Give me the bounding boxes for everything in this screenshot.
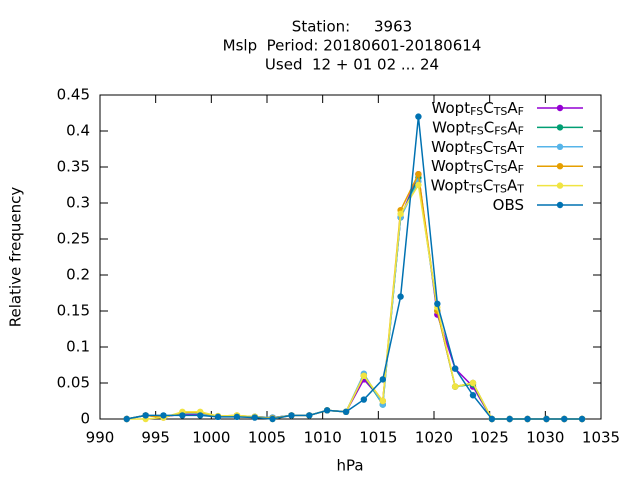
y-axis-label: Relative frequency (7, 187, 25, 328)
y-tick-label: 0.15 (57, 302, 90, 320)
chart-title: Used 12 + 01 02 ... 24 (265, 56, 439, 74)
x-tick-label: 1030 (526, 429, 564, 447)
data-point (306, 412, 313, 419)
legend-marker (556, 201, 564, 209)
x-tick-label: 995 (141, 429, 170, 447)
chart-title: Mslp Period: 20180601-20180614 (223, 37, 482, 55)
x-tick-label: 990 (86, 429, 115, 447)
data-point (323, 407, 331, 414)
plot-border (99, 94, 602, 420)
x-tick-label: 1005 (248, 429, 286, 447)
y-tick-label: 0.05 (57, 374, 90, 392)
data-point (269, 415, 276, 423)
legend-marker (556, 143, 564, 150)
y-tick-label: 0.35 (57, 158, 90, 176)
y-tick-label: 0.4 (66, 122, 90, 140)
data-point (379, 376, 386, 383)
data-point (379, 397, 386, 405)
y-tick-label: 0.45 (57, 86, 90, 104)
data-point (415, 113, 422, 120)
data-point (342, 408, 350, 415)
data-point (469, 392, 477, 399)
data-point (451, 365, 459, 372)
x-axis-label: hPa (336, 457, 363, 475)
data-point (251, 414, 258, 421)
y-tick-label: 0.3 (66, 194, 90, 212)
data-point (578, 415, 586, 423)
y-tick-label: 0.25 (57, 230, 90, 248)
x-tick-label: 1035 (582, 429, 620, 447)
legend-label: WoptTSCTSAT (431, 176, 525, 196)
y-tick-label: 0.2 (66, 266, 90, 284)
legend-marker (556, 124, 564, 131)
y-tick-label: 0.1 (66, 338, 90, 356)
data-point (360, 372, 368, 379)
legend-label: WoptFSCTSAF (432, 99, 524, 119)
legend-marker (556, 182, 564, 189)
x-tick-label: 1020 (415, 429, 453, 447)
legend-label: WoptTSCTSAF (431, 157, 524, 177)
legend-label: WoptFSCFSAF (432, 118, 524, 137)
x-tick-label: 1010 (304, 429, 342, 447)
data-point (197, 412, 204, 419)
data-point (524, 415, 531, 423)
data-point (397, 293, 404, 300)
x-tick-label: 1025 (471, 429, 509, 447)
data-point (233, 413, 241, 421)
data-point (488, 415, 496, 423)
data-point (469, 379, 477, 387)
data-point (434, 300, 441, 307)
data-point (397, 210, 404, 217)
x-tick-label: 1015 (359, 429, 397, 447)
x-tick-label: 1000 (192, 429, 230, 447)
data-point (415, 181, 422, 189)
legend-label: OBS (493, 196, 524, 214)
data-point (214, 413, 222, 421)
data-point (160, 412, 167, 419)
data-point (179, 412, 186, 419)
data-point (561, 415, 568, 423)
data-point (543, 415, 550, 423)
legend-marker (556, 163, 564, 170)
data-point (451, 383, 459, 390)
legend-label: WoptFSCTSAT (431, 137, 524, 157)
data-point (123, 415, 130, 423)
chart-title: Station: 3963 (292, 18, 412, 36)
data-point (288, 412, 295, 419)
data-point (415, 171, 422, 178)
data-point (360, 396, 368, 403)
data-point (506, 415, 513, 423)
data-point (142, 412, 149, 419)
y-tick-label: 0 (80, 410, 90, 428)
legend-marker (556, 104, 564, 112)
